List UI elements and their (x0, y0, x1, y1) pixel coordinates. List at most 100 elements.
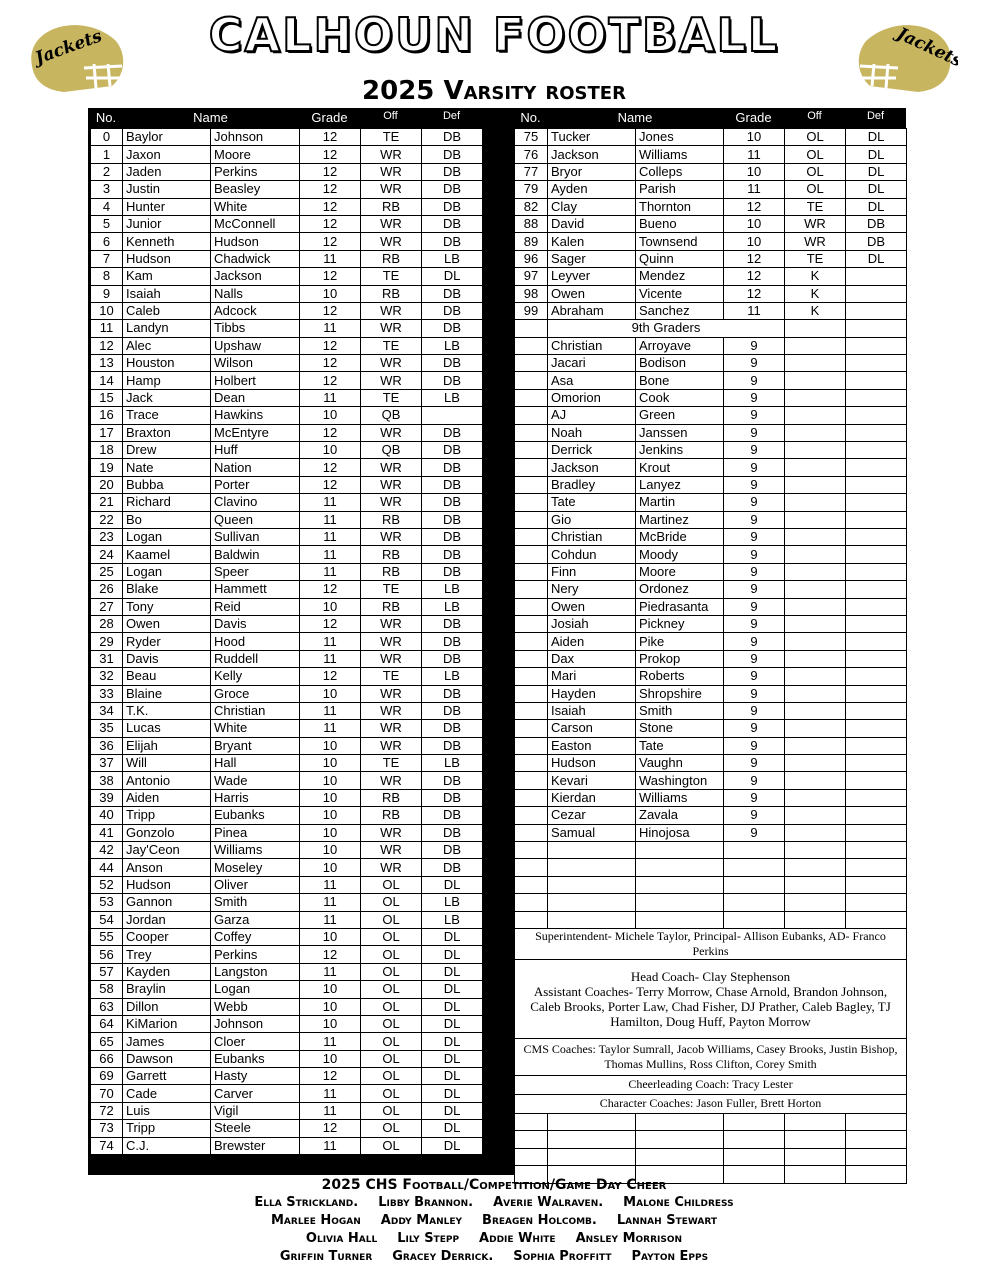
table-cell (514, 580, 548, 599)
table-cell: Huff (210, 441, 300, 460)
table-row: 6 Kenneth Hudson 12 WR DB (90, 232, 483, 251)
table-cell: 76 (514, 145, 548, 164)
table-cell (784, 354, 846, 373)
table-cell: Dillon (122, 997, 211, 1016)
table-cell: Washington (635, 771, 724, 790)
table-cell: 9 (723, 562, 785, 582)
table-cell: 12 (299, 232, 361, 251)
table-cell: OL (360, 893, 422, 912)
table-cell: DB (421, 354, 483, 373)
table-cell: DL (421, 1136, 483, 1156)
table-cell: Cade (122, 1084, 211, 1103)
table-cell: DB (421, 284, 483, 303)
table-cell (845, 527, 907, 547)
table-cell: Dax (547, 649, 636, 669)
table-cell: 9 (723, 823, 785, 843)
table-cell (845, 684, 907, 703)
table-cell (845, 858, 907, 877)
table-cell: 89 (514, 232, 548, 251)
table-cell (514, 754, 548, 773)
table-cell: Aiden (122, 788, 211, 808)
table-cell: 11 (299, 910, 361, 929)
table-cell (784, 667, 846, 686)
table-row: 1 Jaxon Moore 12 WR DB (90, 145, 483, 164)
table-cell (845, 562, 907, 582)
table-row: Tate Martin 9 (514, 493, 907, 512)
table-cell (845, 788, 907, 808)
table-cell: 12 (299, 1119, 361, 1138)
table-cell (514, 527, 548, 547)
table-cell: Baylor (122, 127, 211, 147)
table-cell: 10 (299, 927, 361, 947)
table-cell: Sager (547, 249, 636, 269)
table-cell: K (784, 301, 846, 321)
table-cell: 11 (299, 249, 361, 269)
table-cell: Bodison (635, 354, 724, 373)
table-cell: Josiah (547, 614, 636, 634)
table-cell: Hudson (547, 754, 636, 773)
table-cell (845, 371, 907, 390)
table-cell: Hinojosa (635, 823, 724, 843)
table-row: 37 Will Hall 10 TE LB (90, 754, 483, 773)
table-cell: Lanyez (635, 475, 724, 495)
table-row: Christian McBride 9 (514, 527, 907, 547)
table-cell (845, 1165, 907, 1184)
table-cell (547, 1147, 636, 1167)
table-cell: 12 (299, 475, 361, 495)
table-cell: Mari (547, 667, 636, 686)
table-cell: DB (421, 701, 483, 721)
table-cell: Thornton (635, 197, 724, 216)
table-cell: White (210, 197, 300, 216)
table-cell: Anson (122, 858, 211, 877)
table-cell (845, 510, 907, 529)
table-cell: 36 (90, 736, 123, 756)
cheerleader-name: Griffin Turner (279, 1249, 373, 1264)
table-cell (514, 388, 548, 408)
table-cell: Gio (547, 510, 636, 529)
table-cell: Tony (122, 597, 211, 616)
table-row: 64 KiMarion Johnson 10 OL DL (90, 1014, 483, 1034)
table-cell (845, 441, 907, 460)
table-cell: DB (421, 736, 483, 756)
table-row: Jackson Krout 9 (514, 458, 907, 477)
table-cell: DL (421, 1049, 483, 1069)
table-cell: Tripp (122, 1119, 211, 1138)
table-cell: 9 (723, 771, 785, 790)
table-row: 88 David Bueno 10 WR DB (514, 214, 907, 234)
table-cell (514, 841, 548, 860)
table-cell: Bone (635, 371, 724, 390)
table-cell: Ruddell (210, 649, 300, 669)
table-cell: AJ (547, 406, 636, 425)
table-cell: 10 (299, 1049, 361, 1069)
table-cell (784, 441, 846, 460)
table-cell: TE (360, 127, 422, 147)
table-row: 97 Leyver Mendez 12 K (514, 267, 907, 286)
table-row: 41 Gonzolo Pinea 10 WR DB (90, 823, 483, 843)
table-cell: DL (421, 1032, 483, 1051)
table-cell: OL (360, 1101, 422, 1121)
table-cell: Tate (635, 736, 724, 756)
table-cell: 10 (299, 406, 361, 425)
table-row: 39 Aiden Harris 10 RB DB (90, 788, 483, 808)
table-row: Head Coach- Clay Stephenson Assistant Coa… (514, 958, 907, 1039)
table-cell (784, 580, 846, 599)
table-cell (547, 893, 636, 912)
table-cell: McEntyre (210, 423, 300, 443)
table-cell: 9 (723, 545, 785, 564)
cheerleader-name: Ansley Morrison (575, 1231, 683, 1246)
table-cell: Moore (635, 562, 724, 582)
table-cell: Perkins (210, 162, 300, 182)
table-cell: Pike (635, 632, 724, 651)
table-cell: DL (845, 249, 907, 269)
table-cell: DL (421, 1101, 483, 1121)
table-cell: 11 (723, 180, 785, 199)
table-row: 3 Justin Beasley 12 WR DB (90, 180, 483, 199)
table-cell: 12 (90, 336, 123, 356)
table-cell (514, 736, 548, 756)
jackets-helmet-logo-right: Jackets (858, 23, 958, 92)
table-cell (547, 841, 636, 860)
table-cell: LB (421, 893, 483, 912)
table-cell: DB (421, 510, 483, 529)
col-def: Def (866, 110, 885, 122)
table-row: 9 Isaiah Nalls 10 RB DB (90, 284, 483, 303)
